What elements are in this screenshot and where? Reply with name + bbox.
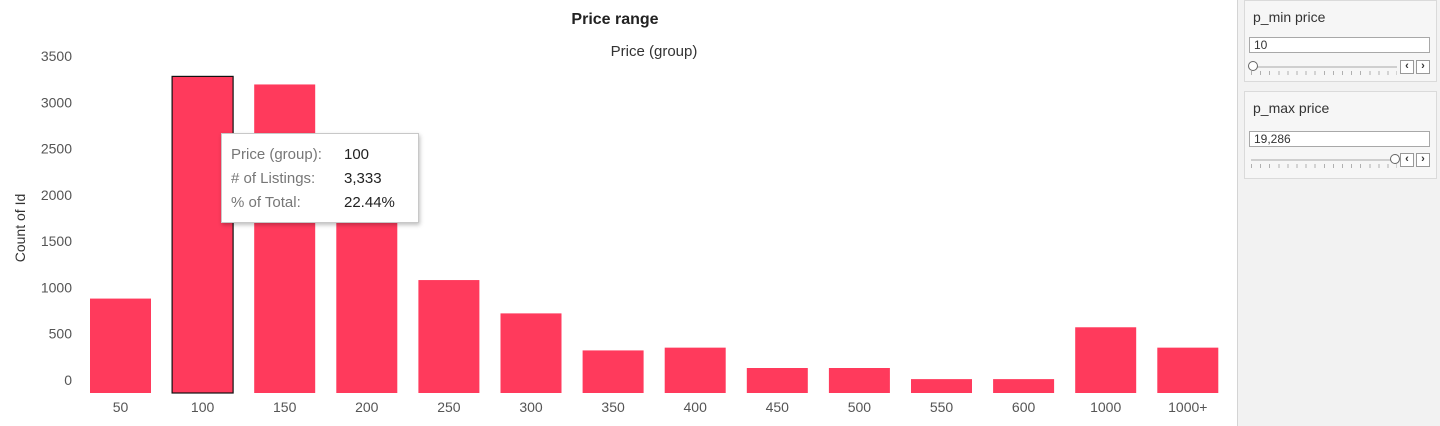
bar-1000+[interactable]	[1157, 347, 1219, 393]
x-tick-label: 200	[355, 399, 379, 415]
x-axis-header: Price (group)	[610, 43, 698, 60]
tooltip-value: 3,333	[344, 170, 382, 187]
max-price-slider-ticks	[1251, 164, 1397, 168]
bar-100[interactable]	[171, 75, 234, 394]
max-price-slider-track[interactable]	[1251, 159, 1397, 161]
tooltip: Price (group): 100 # of Listings: 3,333 % …	[221, 133, 419, 223]
bar-350[interactable]	[582, 350, 644, 393]
tooltip-value: 100	[344, 146, 370, 163]
x-tick-label: 100	[191, 399, 215, 415]
x-tick-label: 1000+	[1168, 399, 1207, 415]
min-price-input[interactable]: 10	[1249, 37, 1430, 53]
tooltip-row-listings: # of Listings: 3,333	[231, 170, 382, 187]
bar-400[interactable]	[664, 347, 726, 393]
x-tick-label: 1000	[1090, 399, 1121, 415]
bar-1000[interactable]	[1075, 327, 1137, 393]
y-tick-label: 500	[49, 326, 73, 342]
y-tick-label: 2000	[41, 187, 72, 203]
y-tick-label: 0	[64, 372, 72, 388]
bar-450[interactable]	[746, 368, 808, 393]
chevron-right-icon[interactable]: ›	[1416, 153, 1430, 167]
x-tick-label: 350	[601, 399, 625, 415]
tooltip-row-percent: % of Total: 22.44%	[231, 194, 395, 211]
chevron-left-icon[interactable]: ‹	[1400, 153, 1414, 167]
x-tick-label: 250	[437, 399, 461, 415]
bar-150[interactable]	[254, 84, 316, 394]
tooltip-key: # of Listings:	[231, 170, 316, 187]
parameters-panel: p_min price 10 ‹ › p_max price 19,286 ‹ …	[1237, 0, 1440, 426]
x-tick-label: 150	[273, 399, 297, 415]
y-tick-label: 1500	[41, 233, 72, 249]
tooltip-row-price-group: Price (group): 100	[231, 146, 369, 163]
chart-title: Price range	[571, 11, 659, 28]
chevron-left-icon[interactable]: ‹	[1400, 60, 1414, 74]
tooltip-key: Price (group):	[231, 146, 322, 163]
bar-500[interactable]	[828, 368, 890, 393]
bar-50[interactable]	[90, 298, 151, 393]
y-tick-label: 3000	[41, 94, 72, 110]
x-tick-label: 600	[1012, 399, 1036, 415]
y-tick-label: 2500	[41, 141, 72, 157]
x-tick-label: 50	[113, 399, 129, 415]
max-price-input[interactable]: 19,286	[1249, 131, 1430, 147]
y-tick-label: 3500	[41, 48, 72, 64]
min-price-parameter: p_min price 10 ‹ ›	[1244, 0, 1437, 82]
max-price-title: p_max price	[1253, 100, 1330, 116]
y-tick-label: 1000	[41, 279, 72, 295]
min-price-slider-ticks	[1251, 71, 1397, 75]
x-tick-label: 400	[684, 399, 708, 415]
x-tick-label: 450	[766, 399, 790, 415]
bar-250[interactable]	[418, 280, 480, 393]
min-price-slider-thumb[interactable]	[1248, 61, 1258, 71]
x-tick-label: 550	[930, 399, 954, 415]
bar-550[interactable]	[911, 379, 972, 393]
bar-chart: 0 500 1000 1500 2000 2500 3000 3500 50 100 150 200 2…	[41, 48, 1219, 415]
tooltip-key: % of Total:	[231, 194, 301, 211]
x-tick-label: 300	[519, 399, 543, 415]
min-price-title: p_min price	[1253, 9, 1326, 25]
x-tick-label: 500	[848, 399, 872, 415]
chevron-right-icon[interactable]: ›	[1416, 60, 1430, 74]
min-price-slider-track[interactable]	[1251, 66, 1397, 68]
bar-600[interactable]	[993, 379, 1055, 393]
tooltip-value: 22.44%	[344, 194, 395, 211]
max-price-parameter: p_max price 19,286 ‹ ›	[1244, 91, 1437, 179]
max-price-slider-thumb[interactable]	[1390, 154, 1400, 164]
bar-300[interactable]	[500, 313, 562, 393]
